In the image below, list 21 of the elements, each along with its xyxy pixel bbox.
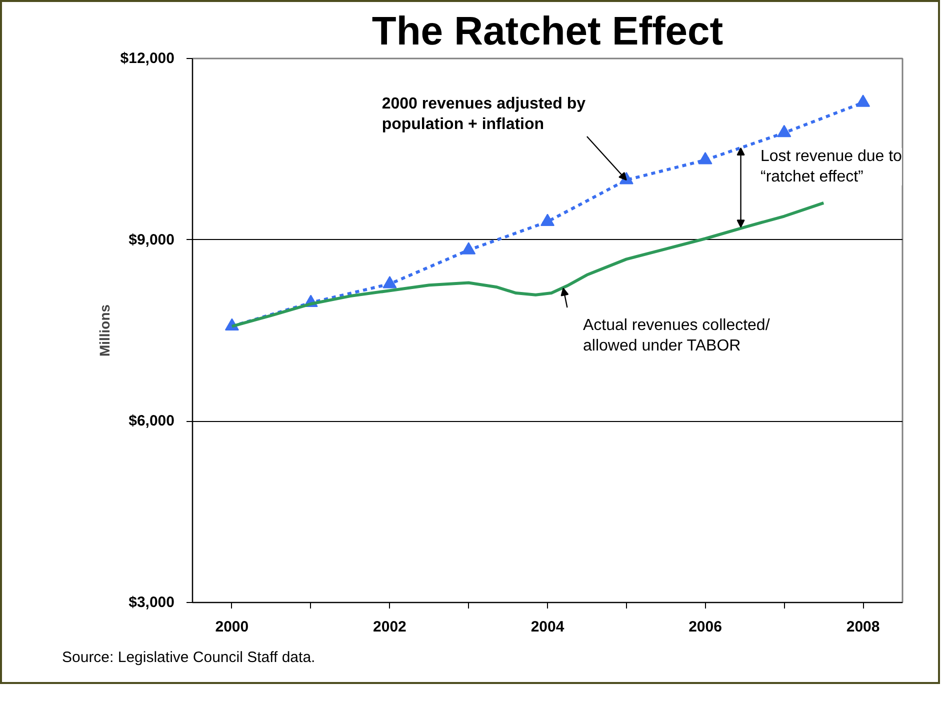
y-tick-label: $9,000 <box>128 231 175 248</box>
source-note: Source: Legislative Council Staff data. <box>62 648 316 668</box>
annotation: Lost revenue due to “ratchet effect” <box>760 148 902 186</box>
x-tick-label: 2000 <box>215 618 249 636</box>
point <box>698 152 712 164</box>
x-tick-label: 2008 <box>846 618 880 636</box>
point <box>382 276 397 288</box>
point <box>777 124 792 138</box>
point <box>856 94 870 107</box>
chart-title: The Ratchet Effect <box>372 10 724 54</box>
y-tick-label: $12,000 <box>120 50 175 67</box>
y-axis-title: Millions <box>96 304 112 357</box>
annotation: 2000 revenues adjusted by population + inflation <box>382 95 586 133</box>
y-tick-label: $6,000 <box>128 412 175 430</box>
annotation: Actual revenues collected/ allowed under TABOR <box>583 317 770 355</box>
point <box>462 242 476 254</box>
x-tick-label: 2006 <box>688 618 722 636</box>
point <box>540 214 554 226</box>
x-tick-label: 2002 <box>373 618 406 636</box>
x-tick-label: 2004 <box>530 618 565 636</box>
y-tick-label: $3,000 <box>128 594 175 611</box>
